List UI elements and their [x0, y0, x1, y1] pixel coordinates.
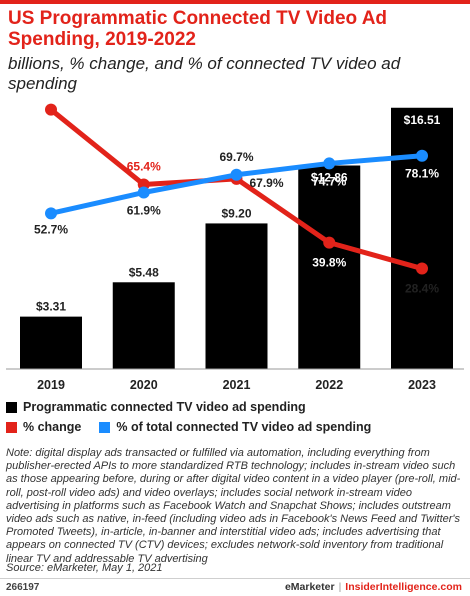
bar-value-label-2021: $9.20 [221, 206, 251, 220]
change-point-2023 [416, 262, 428, 275]
brand-insider-link[interactable]: InsiderIntelligence.com [345, 581, 462, 593]
legend-swatch-share [99, 421, 111, 433]
x-tick-label-2022: 2022 [315, 378, 343, 392]
combo-chart: $3.31$5.48$9.20$12.86$16.5198.4%65.4%67.… [6, 103, 464, 392]
bar-series-group [20, 107, 453, 369]
legend-label-spending: Programmatic connected TV video ad spend… [23, 400, 306, 414]
change-value-label-2021: 67.9% [249, 176, 283, 190]
chart-title: US Programmatic Connected TV Video Ad Sp… [8, 8, 388, 50]
share-point-2022 [323, 157, 336, 170]
data-label-group: $3.31$5.48$9.20$12.86$16.5198.4%65.4%67.… [34, 113, 441, 314]
legend-label-change: % change [23, 420, 82, 434]
share-value-label-2020: 61.9% [127, 203, 161, 217]
bar-2019 [20, 316, 82, 369]
x-tick-label-2021: 2021 [223, 378, 251, 392]
change-value-label-2020: 65.4% [127, 160, 161, 174]
bar-2020 [112, 282, 175, 369]
source-line: Source: eMarketer, May 1, 2021 [6, 562, 163, 574]
brand-emarketer: eMarketer [284, 581, 335, 593]
share-point-2021 [230, 168, 243, 181]
change-value-label-2022: 39.8% [312, 256, 346, 270]
footer-divider [0, 578, 470, 579]
share-value-label-2019: 52.7% [34, 222, 68, 236]
share-point-2019 [45, 207, 57, 220]
change-point-2022 [323, 236, 336, 249]
legend-label-share: % of total connected TV video ad spendin… [116, 420, 372, 434]
chart-id: 266197 [6, 582, 40, 593]
footnote: Note: digital display ads transacted or … [6, 447, 461, 565]
x-tick-label-2020: 2020 [130, 378, 158, 392]
bar-value-label-2019: $3.31 [36, 300, 66, 314]
bar-value-label-2022: $12.86 [311, 171, 348, 185]
share-point-2020 [137, 186, 150, 199]
bar-2023 [391, 107, 453, 369]
share-value-label-2022: 74.7% [312, 174, 346, 188]
legend-swatch-spending [6, 401, 17, 413]
legend-item-spending: Programmatic connected TV video ad spend… [6, 400, 306, 414]
x-tick-label-group: 2019 2020 2021 2022 2023 [37, 378, 436, 392]
change-point-2019 [45, 103, 57, 116]
share-value-label-2023: 78.1% [405, 167, 439, 181]
footer-brand: eMarketer | InsiderIntelligence.com [285, 581, 462, 593]
legend-item-lines: % change % of total connected TV video a… [6, 420, 371, 434]
line-series-group [45, 103, 428, 275]
bar-2022 [298, 165, 361, 369]
bar-value-label-2020: $5.48 [129, 265, 159, 279]
chart-subtitle: billions, % change, and % of connected T… [8, 54, 401, 93]
share-point-2023 [416, 149, 428, 162]
bar-2021 [205, 223, 268, 369]
bar-value-label-2023: $16.51 [404, 113, 441, 127]
x-tick-label-2023: 2023 [408, 378, 436, 392]
share-value-label-2021: 69.7% [219, 150, 253, 164]
x-tick-label-2019: 2019 [37, 378, 65, 392]
legend-swatch-change [6, 421, 17, 433]
change-value-label-2023: 28.4% [405, 282, 439, 296]
brand-separator: | [338, 581, 342, 593]
top-accent-bar [0, 0, 470, 4]
